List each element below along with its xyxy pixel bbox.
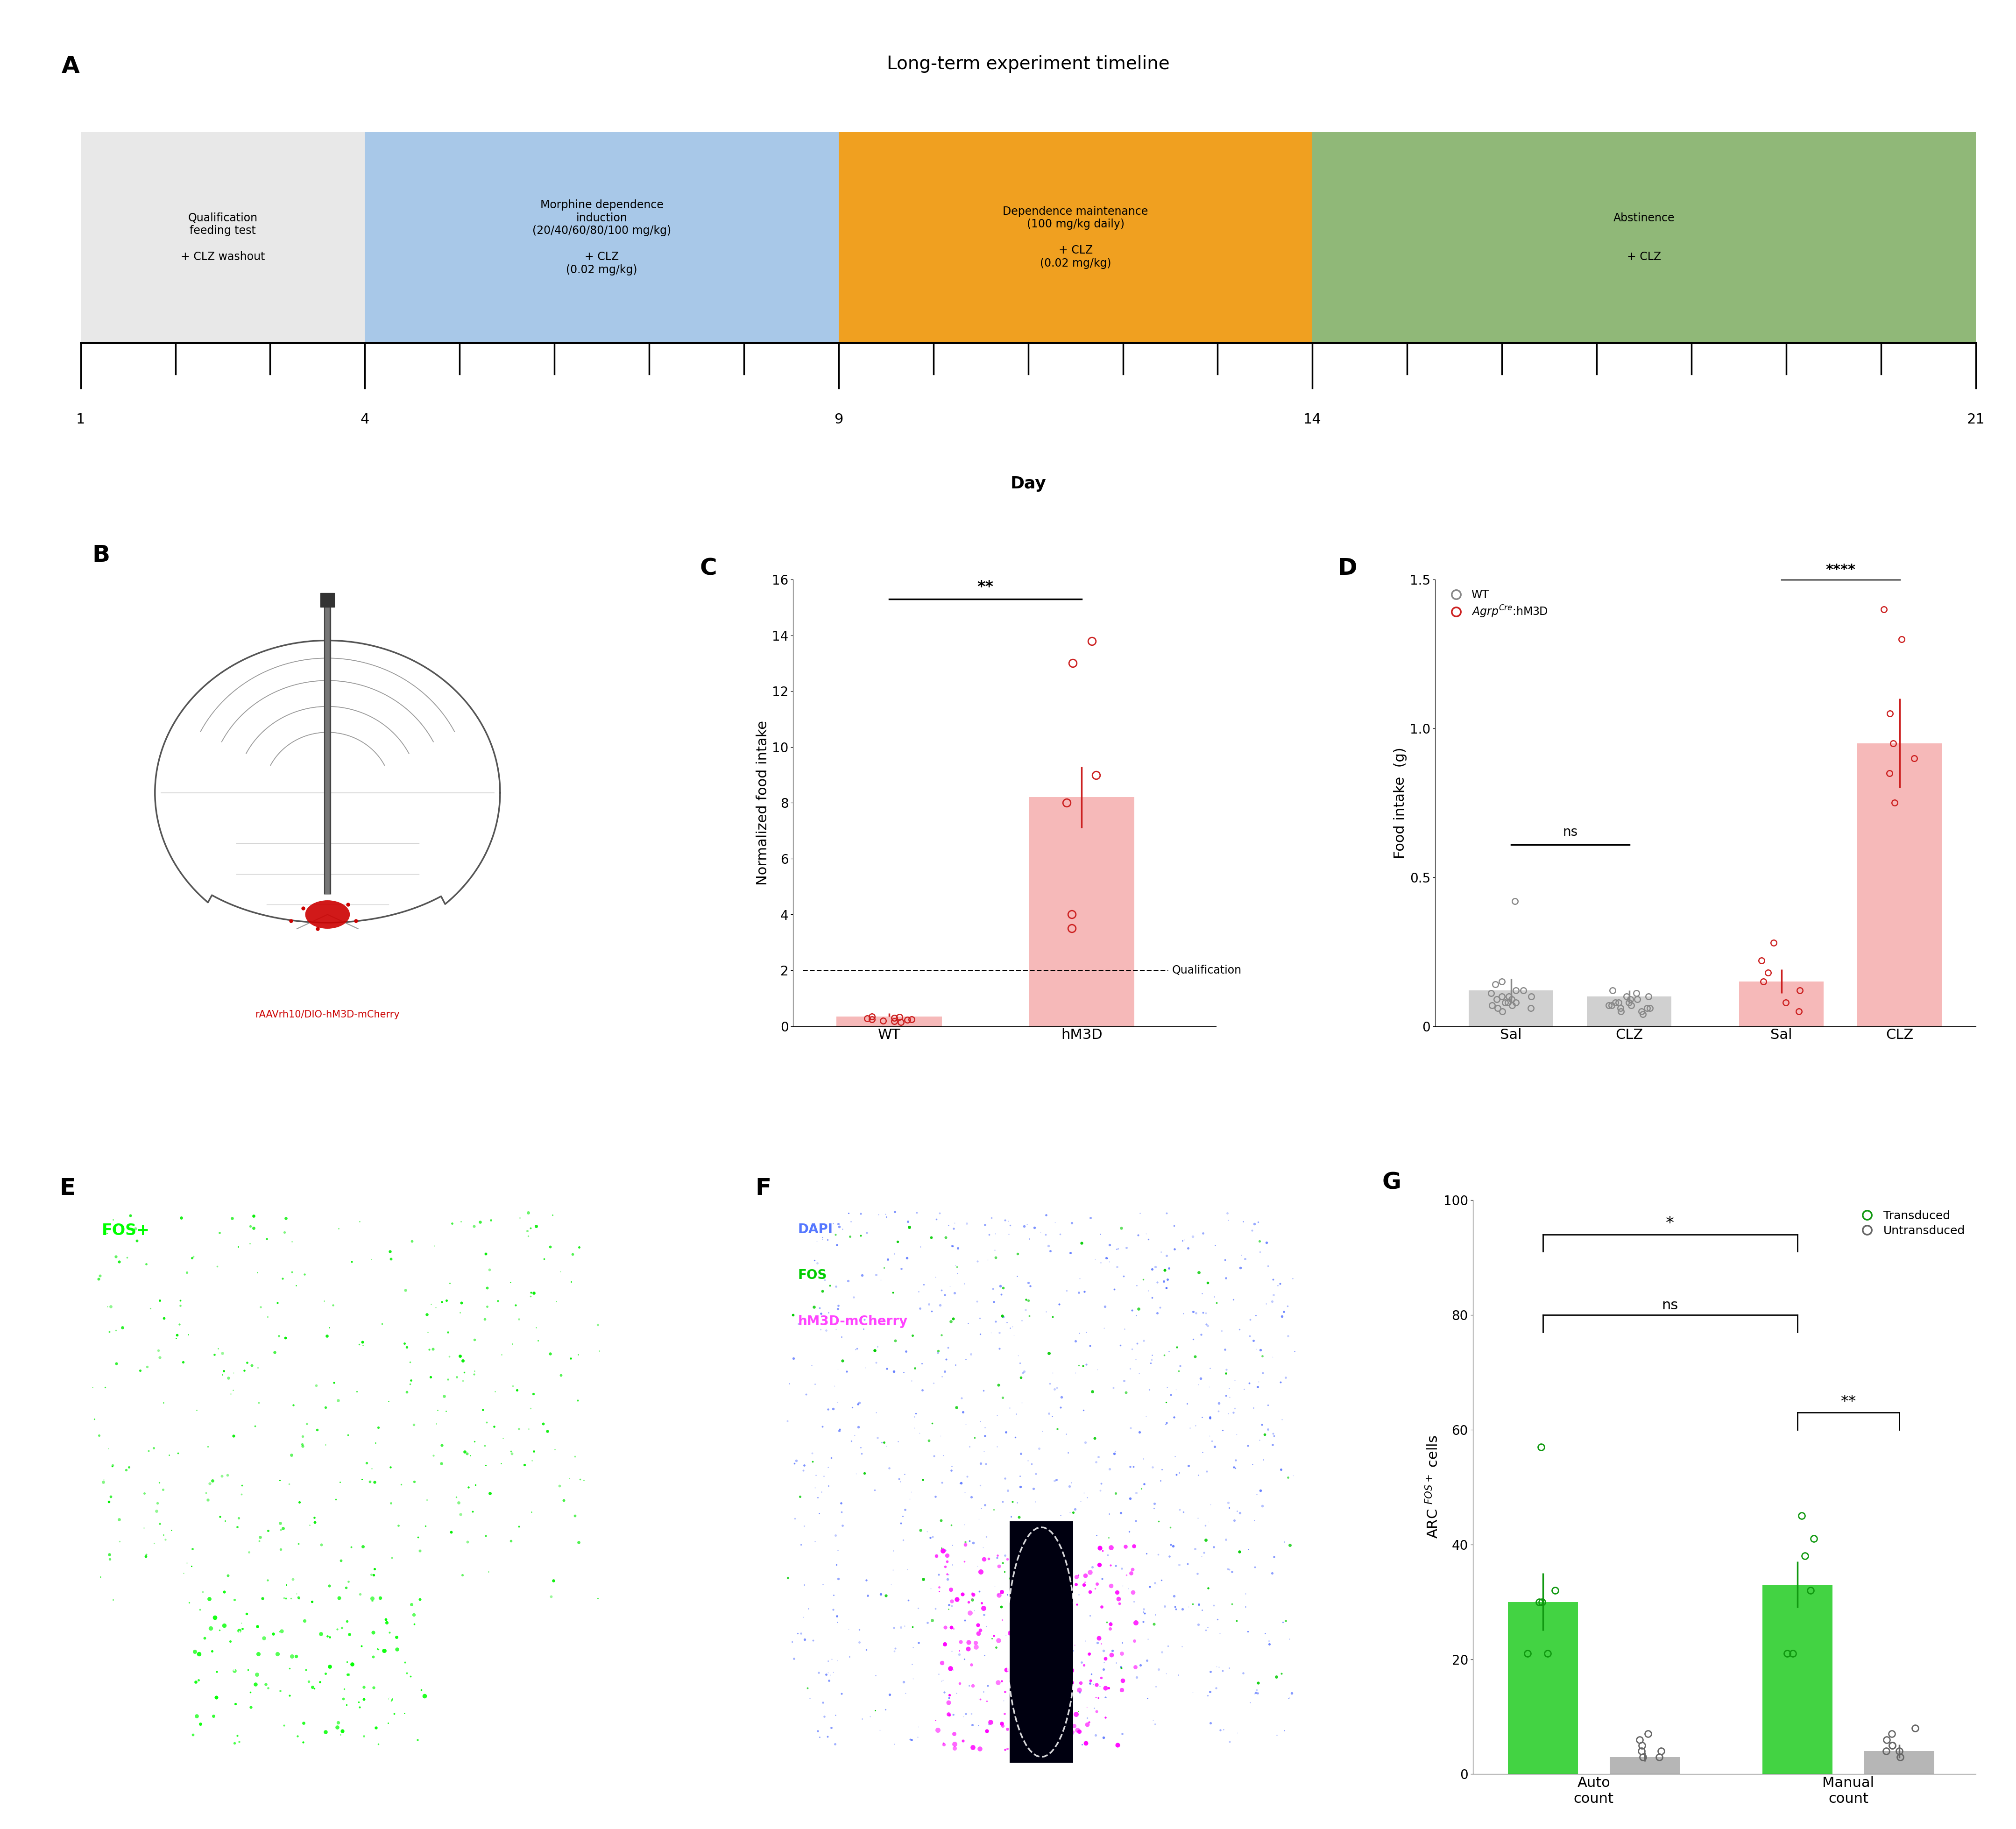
Text: DAPI: DAPI bbox=[798, 1224, 833, 1236]
Polygon shape bbox=[155, 640, 500, 922]
Text: 4: 4 bbox=[361, 413, 369, 426]
Bar bbox=[1312, 132, 1976, 342]
Bar bbox=[1010, 1522, 1073, 1763]
Text: Day: Day bbox=[1010, 476, 1046, 492]
Bar bbox=[1508, 1602, 1579, 1774]
Bar bbox=[81, 132, 365, 342]
Text: F: F bbox=[756, 1176, 772, 1200]
Text: Abstinence


+ CLZ: Abstinence + CLZ bbox=[1613, 212, 1675, 262]
Bar bbox=[839, 132, 1312, 342]
Text: ns: ns bbox=[1661, 1299, 1677, 1311]
Legend: Transduced, Untransduced: Transduced, Untransduced bbox=[1851, 1205, 1970, 1242]
Text: E: E bbox=[58, 1176, 75, 1200]
Text: FOS+: FOS+ bbox=[103, 1224, 149, 1238]
Text: Long-term experiment timeline: Long-term experiment timeline bbox=[887, 55, 1169, 73]
Text: Qualification
feeding test

+ CLZ washout: Qualification feeding test + CLZ washout bbox=[181, 212, 264, 262]
Text: hM3D-mCherry: hM3D-mCherry bbox=[798, 1315, 907, 1328]
Text: D: D bbox=[1337, 558, 1357, 580]
Text: A: A bbox=[62, 55, 81, 77]
Bar bbox=[1609, 1758, 1679, 1774]
Text: 3V: 3V bbox=[371, 1692, 395, 1706]
Text: ns: ns bbox=[1562, 825, 1579, 838]
Text: Morphine dependence
induction
(20/40/60/80/100 mg/kg)

+ CLZ
(0.02 mg/kg): Morphine dependence induction (20/40/60/… bbox=[532, 199, 671, 276]
Bar bbox=[1470, 991, 1552, 1026]
Text: **: ** bbox=[1841, 1394, 1857, 1410]
Bar bbox=[1587, 997, 1671, 1026]
Bar bbox=[1028, 797, 1135, 1026]
Bar bbox=[1740, 982, 1824, 1026]
Text: G: G bbox=[1383, 1171, 1401, 1194]
Text: Qualification: Qualification bbox=[1171, 964, 1242, 977]
Ellipse shape bbox=[304, 900, 351, 929]
Text: C: C bbox=[700, 558, 718, 580]
Bar bbox=[1857, 743, 1941, 1026]
Text: 9: 9 bbox=[835, 413, 843, 426]
Text: 3V: 3V bbox=[1085, 1697, 1107, 1714]
Text: 1: 1 bbox=[77, 413, 85, 426]
Bar bbox=[1865, 1750, 1933, 1774]
Legend: WT, $Agrp^{Cre}$:hM3D: WT, $Agrp^{Cre}$:hM3D bbox=[1439, 585, 1552, 624]
Bar bbox=[1762, 1584, 1833, 1774]
Y-axis label: ARC $^{FOS+}$ cells: ARC $^{FOS+}$ cells bbox=[1425, 1436, 1441, 1538]
Text: **: ** bbox=[978, 580, 994, 594]
Text: 14: 14 bbox=[1304, 413, 1320, 426]
Text: FOS: FOS bbox=[798, 1269, 827, 1282]
Bar bbox=[837, 1017, 941, 1026]
Text: *: * bbox=[1665, 1216, 1673, 1231]
Bar bbox=[365, 132, 839, 342]
Text: ****: **** bbox=[1826, 563, 1855, 576]
Y-axis label: Food intake  (g): Food intake (g) bbox=[1393, 746, 1407, 858]
Y-axis label: Normalized food intake: Normalized food intake bbox=[756, 721, 770, 885]
Text: rAAVrh10/DIO-hM3D-mCherry: rAAVrh10/DIO-hM3D-mCherry bbox=[256, 1010, 399, 1019]
Text: 21: 21 bbox=[1968, 413, 1984, 426]
Text: B: B bbox=[93, 543, 109, 567]
Text: Dependence maintenance
(100 mg/kg daily)

+ CLZ
(0.02 mg/kg): Dependence maintenance (100 mg/kg daily)… bbox=[1002, 207, 1149, 269]
